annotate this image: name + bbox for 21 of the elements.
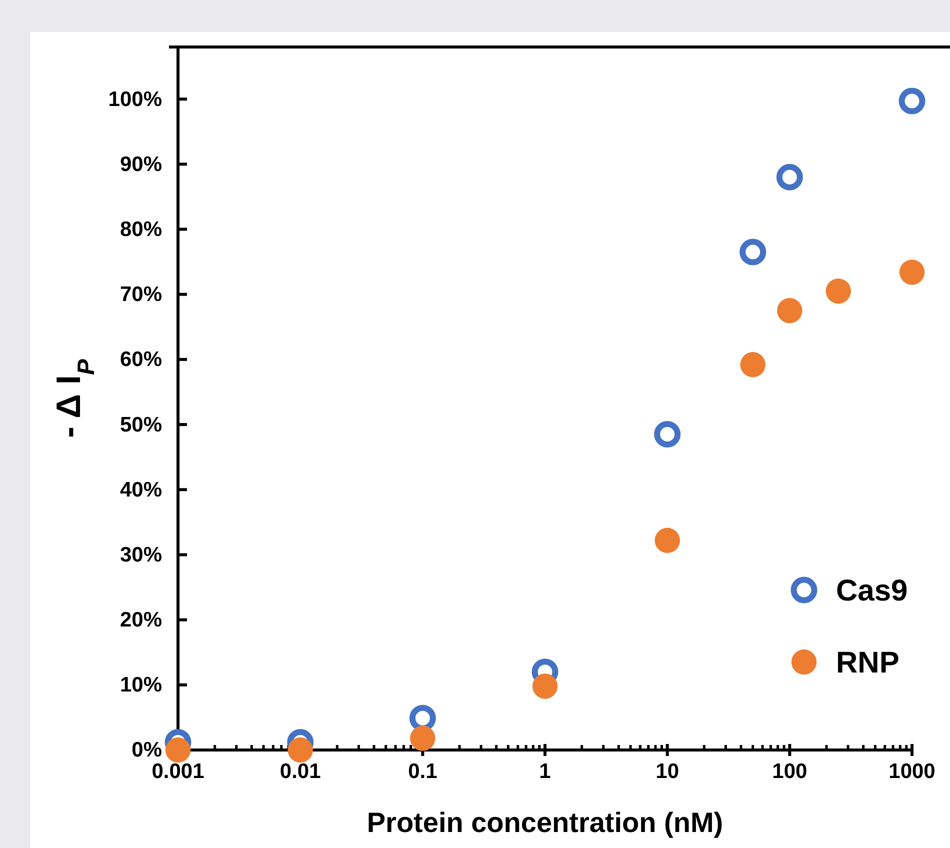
x-tick-label: 0.001	[152, 760, 205, 784]
y-tick-label: 100%	[108, 88, 162, 111]
x-tick-label: 1000	[888, 760, 936, 784]
y-tick-label: 50%	[120, 413, 162, 436]
y-tick-label: 80%	[120, 218, 162, 241]
x-tick-label: 0.01	[280, 760, 322, 784]
x-tick-label: 10	[656, 760, 680, 784]
x-tick-label: 1	[539, 760, 552, 784]
y-tick-label: 60%	[120, 348, 162, 372]
legend-label: Cas9	[836, 574, 908, 608]
y-tick-label: 90%	[120, 152, 162, 176]
x-tick-label: 100	[772, 760, 808, 784]
y-tick-label: 30%	[120, 543, 162, 566]
y-tick-label: 10%	[120, 674, 162, 697]
y-tick-label: 0%	[132, 738, 162, 762]
x-tick-label: 0.1	[408, 760, 438, 784]
y-tick-label: 70%	[120, 283, 162, 306]
x-axis-title: Protein concentration (nM)	[366, 807, 724, 838]
y-tick-label: 20%	[120, 608, 162, 632]
y-tick-label: 40%	[120, 478, 162, 502]
legend-label: RNP	[836, 646, 900, 680]
